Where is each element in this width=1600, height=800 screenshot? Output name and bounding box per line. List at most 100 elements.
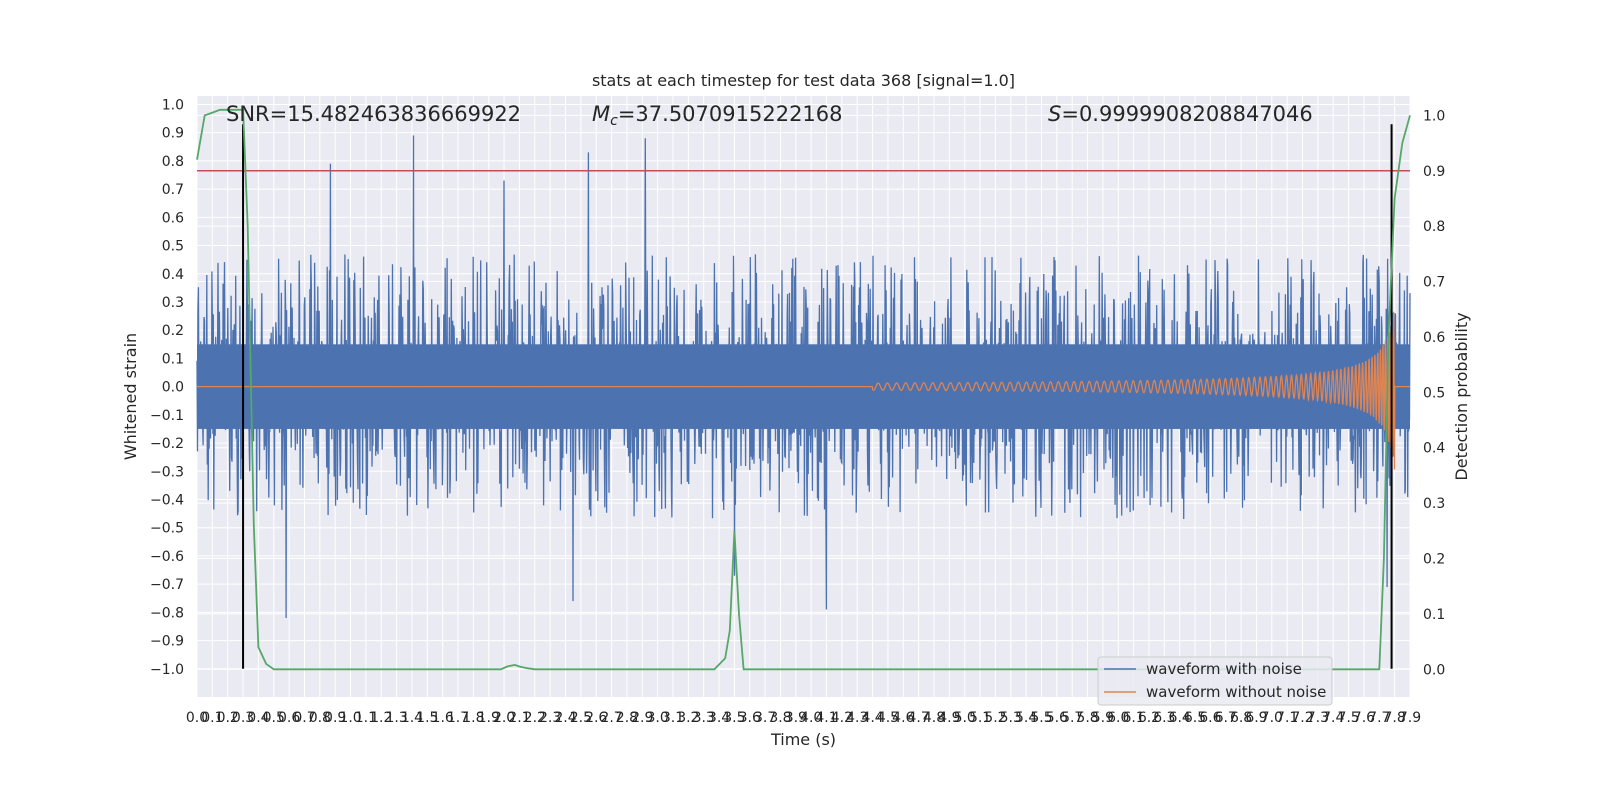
- score-annotation: S=0.9999908208847046: [1048, 102, 1313, 126]
- x-tick-label: 0.1: [201, 710, 223, 726]
- x-tick-label: 1.3: [385, 710, 407, 726]
- x-tick-label: 2.2: [524, 710, 546, 726]
- x-tick-label: 6.9: [1245, 710, 1267, 726]
- y-tick-label: −0.4: [150, 492, 184, 508]
- x-tick-label: 4.9: [938, 710, 960, 726]
- x-tick-label: 7.4: [1322, 710, 1344, 726]
- x-tick-label: 3.5: [723, 710, 745, 726]
- x-tick-label: 2.6: [585, 710, 607, 726]
- chirp-mass-annotation: Mc=37.5070915222168: [592, 102, 843, 129]
- y2-axis-label: Detection probability: [1452, 312, 1471, 480]
- legend-label-noise: waveform with noise: [1146, 660, 1302, 678]
- x-tick-label: 5.8: [1076, 710, 1098, 726]
- x-tick-label: 0.5: [263, 710, 285, 726]
- y-tick-label: 1.0: [162, 97, 184, 113]
- x-tick-label: 4.8: [923, 710, 945, 726]
- x-tick-label: 1.8: [462, 710, 484, 726]
- y2-tick-label: 0.1: [1423, 607, 1445, 623]
- x-tick-label: 2.0: [493, 710, 515, 726]
- y-axis-label: Whitened strain: [121, 333, 140, 460]
- y-tick-label: 0.7: [162, 182, 184, 198]
- x-tick-label: 7.0: [1261, 710, 1283, 726]
- x-tick-label: 7.7: [1368, 710, 1390, 726]
- x-tick-label: 1.1: [355, 710, 377, 726]
- x-tick-label: 3.9: [785, 710, 807, 726]
- x-tick-label: 6.0: [1107, 710, 1129, 726]
- x-tick-label: 1.0: [339, 710, 361, 726]
- score-symbol: S: [1048, 102, 1061, 126]
- x-tick-label: 2.9: [631, 710, 653, 726]
- y2-tick-label: 0.0: [1423, 662, 1445, 678]
- x-tick-label: 1.2: [370, 710, 392, 726]
- y2-tick-label: 0.3: [1423, 496, 1445, 512]
- x-tick-label: 1.7: [447, 710, 469, 726]
- x-tick-label: 6.2: [1138, 710, 1160, 726]
- x-tick-label: 1.9: [478, 710, 500, 726]
- x-tick-label: 0.2: [217, 710, 239, 726]
- x-tick-label: 5.7: [1061, 710, 1083, 726]
- x-tick-label: 7.2: [1291, 710, 1313, 726]
- x-tick-label: 3.6: [739, 710, 761, 726]
- x-tick-label: 5.0: [954, 710, 976, 726]
- x-tick-label: 7.5: [1337, 710, 1359, 726]
- overlay-lines: [197, 124, 1410, 669]
- noise-line: [196, 135, 1411, 619]
- y2-tick-label: 0.5: [1423, 385, 1445, 401]
- y-tick-label: 0.1: [162, 351, 184, 367]
- y-tick-label: 0.3: [162, 295, 184, 311]
- x-tick-label: 0.6: [278, 710, 300, 726]
- y2-tick-label: 0.7: [1423, 275, 1445, 291]
- x-tick-label: 5.1: [969, 710, 991, 726]
- x-tick-label: 5.9: [1092, 710, 1114, 726]
- x-tick-label: 2.7: [600, 710, 622, 726]
- y2-tick-label: 0.2: [1423, 552, 1445, 568]
- x-tick-label: 4.4: [861, 710, 883, 726]
- x-tick-label: 4.2: [831, 710, 853, 726]
- chirp-mass-subscript: c: [610, 113, 618, 129]
- y2-tick-label: 0.6: [1423, 330, 1445, 346]
- y2-tick-label: 0.9: [1423, 164, 1445, 180]
- x-tick-label: 2.1: [508, 710, 530, 726]
- y-tick-label: 0.5: [162, 239, 184, 255]
- y-tick-label: 0.9: [162, 126, 184, 142]
- x-tick-label: 5.5: [1030, 710, 1052, 726]
- x-tick-label: 6.3: [1153, 710, 1175, 726]
- legend: waveform with noise waveform without noi…: [1097, 656, 1333, 706]
- x-tick-label: 7.8: [1384, 710, 1406, 726]
- x-tick-label: 2.4: [554, 710, 576, 726]
- x-axis-label: Time (s): [770, 730, 836, 749]
- x-tick-label: 0.7: [293, 710, 315, 726]
- legend-label-clean: waveform without noise: [1146, 683, 1326, 701]
- x-tick-label: 2.8: [616, 710, 638, 726]
- y-tick-label: −0.5: [150, 521, 184, 537]
- x-tick-label: 3.4: [708, 710, 730, 726]
- x-tick-label: 6.1: [1122, 710, 1144, 726]
- x-tick-label: 2.5: [570, 710, 592, 726]
- x-axis-ticks: 0.00.10.20.30.40.50.60.70.80.91.01.11.21…: [186, 710, 1421, 726]
- x-tick-label: 5.6: [1046, 710, 1068, 726]
- x-tick-label: 4.5: [877, 710, 899, 726]
- snr-annotation: SNR=15.482463836669922: [226, 102, 521, 126]
- y2-tick-label: 1.0: [1423, 108, 1445, 124]
- x-tick-label: 3.2: [677, 710, 699, 726]
- x-tick-label: 6.4: [1169, 710, 1191, 726]
- x-tick-label: 5.4: [1015, 710, 1037, 726]
- x-tick-label: 7.6: [1353, 710, 1375, 726]
- series-waveform-without-noise: [197, 311, 1410, 470]
- y-tick-label: −1.0: [150, 662, 184, 678]
- x-tick-label: 1.5: [416, 710, 438, 726]
- y2-tick-label: 0.4: [1423, 441, 1445, 457]
- y2-axis-ticks: 0.0 0.1 0.2 0.3 0.4 0.5 0.6 0.7 0.8 0.9 1.0: [1423, 108, 1445, 678]
- x-tick-label: 3.8: [769, 710, 791, 726]
- y-tick-label: 0.4: [162, 267, 184, 283]
- y-tick-label: 0.6: [162, 210, 184, 226]
- chirp-line: [197, 311, 1410, 470]
- legend-box: [1097, 656, 1333, 706]
- y-tick-label: −0.1: [150, 408, 184, 424]
- x-tick-label: 6.5: [1184, 710, 1206, 726]
- y-tick-label: −0.3: [150, 464, 184, 480]
- y2-tick-label: 0.8: [1423, 219, 1445, 235]
- x-tick-label: 0.4: [247, 710, 269, 726]
- x-tick-label: 3.1: [662, 710, 684, 726]
- chirp-mass-symbol: M: [592, 102, 610, 126]
